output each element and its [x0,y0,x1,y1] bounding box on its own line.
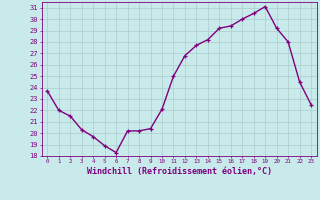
X-axis label: Windchill (Refroidissement éolien,°C): Windchill (Refroidissement éolien,°C) [87,167,272,176]
